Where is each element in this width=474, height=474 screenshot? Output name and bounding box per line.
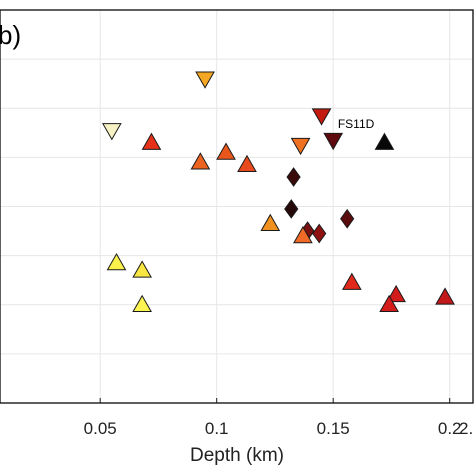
data-point-triangle-up: [379, 294, 399, 312]
data-point-diamond: [312, 223, 327, 244]
x-tick-label: 0.05: [84, 419, 117, 438]
point-annotation: FS11D: [338, 117, 375, 131]
data-point-triangle-up: [260, 213, 281, 231]
data-point-triangle-up: [386, 284, 406, 303]
data-point-triangle-up: [106, 252, 127, 271]
data-point-triangle-down: [311, 108, 332, 126]
data-points: [101, 71, 455, 312]
data-point-triangle-up: [190, 152, 211, 170]
panel-label: b): [0, 20, 21, 50]
data-point-triangle-down: [195, 71, 215, 89]
data-point-diamond: [284, 199, 299, 219]
data-point-diamond: [340, 208, 355, 229]
x-axis-ticks: 0.05 0.1 0.15 0.22.: [84, 398, 473, 438]
data-point-diamond: [286, 167, 301, 187]
x-tick-label: 0.1: [205, 419, 229, 438]
data-point-triangle-up: [293, 225, 313, 244]
data-point-triangle-up: [141, 132, 162, 150]
plot-frame: [0, 9, 474, 404]
x-tick-label: 0.2: [438, 419, 462, 438]
data-point-triangle-up: [216, 142, 236, 160]
data-point-triangle-down: [323, 132, 344, 151]
x-tick-label: 0.15: [317, 419, 350, 438]
data-point-triangle-up: [374, 132, 395, 150]
data-point-triangle-up: [132, 294, 152, 312]
data-point-triangle-up: [435, 287, 455, 305]
annotations: FS11D: [338, 117, 375, 131]
data-point-triangle-up: [132, 260, 152, 278]
x-axis-label: Depth (km): [190, 445, 284, 466]
data-point-triangle-down: [101, 123, 122, 141]
data-point-triangle-up: [237, 154, 257, 172]
data-point-triangle-up: [341, 272, 362, 290]
data-point-triangle-down: [290, 137, 311, 156]
grid-lines: [0, 10, 473, 403]
x-tick-label: 2.: [459, 419, 473, 438]
